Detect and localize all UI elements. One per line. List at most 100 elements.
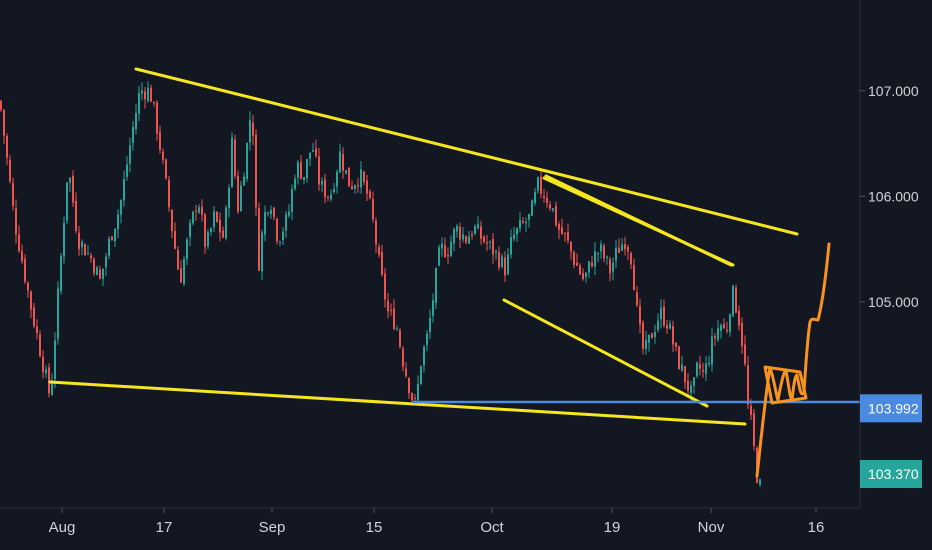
candle-body bbox=[99, 269, 101, 279]
trend-line[interactable] bbox=[48, 380, 747, 426]
candle bbox=[474, 224, 476, 236]
candle-body bbox=[744, 344, 746, 364]
candle bbox=[615, 240, 617, 268]
candle-body bbox=[249, 120, 251, 143]
candle-body bbox=[714, 336, 716, 339]
candle-body bbox=[606, 256, 608, 258]
candle bbox=[420, 365, 422, 386]
candle-body bbox=[411, 393, 413, 401]
candle bbox=[273, 206, 275, 221]
candle bbox=[600, 240, 602, 259]
candle bbox=[117, 209, 119, 238]
candle-body bbox=[81, 241, 83, 248]
candle bbox=[654, 324, 656, 344]
candle-body bbox=[378, 246, 380, 255]
candle bbox=[141, 82, 143, 101]
candle-body bbox=[327, 196, 329, 198]
candle-body bbox=[408, 378, 410, 394]
candle bbox=[663, 299, 665, 328]
candle bbox=[150, 84, 152, 102]
candle bbox=[78, 226, 80, 256]
candle-body bbox=[729, 314, 731, 332]
candle bbox=[501, 253, 503, 269]
candle-body bbox=[87, 252, 89, 254]
candle-body bbox=[183, 258, 185, 284]
candle bbox=[738, 305, 740, 331]
candle-body bbox=[519, 219, 521, 229]
candle bbox=[249, 111, 251, 151]
candle bbox=[528, 213, 530, 228]
candle-body bbox=[750, 405, 752, 415]
candle bbox=[408, 377, 410, 399]
candle-body bbox=[138, 93, 140, 114]
candle-body bbox=[507, 254, 509, 275]
candle bbox=[132, 120, 134, 151]
candle bbox=[123, 170, 125, 207]
candle-body bbox=[72, 175, 74, 203]
projection-box[interactable] bbox=[763, 365, 808, 405]
candle-body bbox=[21, 250, 23, 262]
candle bbox=[6, 133, 8, 166]
candle-body bbox=[612, 262, 614, 272]
candle-body bbox=[717, 328, 719, 340]
candle-body bbox=[738, 310, 740, 326]
candle-body bbox=[663, 306, 665, 326]
candle bbox=[486, 234, 488, 251]
candle bbox=[636, 286, 638, 308]
trend-line[interactable] bbox=[134, 67, 548, 173]
candle-body bbox=[480, 226, 482, 239]
candle-body bbox=[51, 380, 53, 395]
candle-body bbox=[540, 176, 542, 194]
candle-body bbox=[726, 329, 728, 331]
time-axis[interactable]: Aug 17 Sep 15 Oct 19 Nov 16 bbox=[49, 508, 825, 536]
candle bbox=[45, 365, 47, 378]
candle bbox=[660, 299, 662, 329]
candle-body bbox=[402, 348, 404, 367]
candle-body bbox=[690, 385, 692, 393]
candle-body bbox=[90, 255, 92, 259]
candle bbox=[645, 331, 647, 355]
trend-line[interactable] bbox=[544, 169, 799, 236]
candle bbox=[0, 99, 2, 113]
candle-body bbox=[3, 109, 5, 136]
trend-line[interactable] bbox=[542, 176, 735, 267]
candle-body bbox=[207, 232, 209, 247]
candle-body bbox=[96, 267, 98, 276]
candle bbox=[144, 86, 146, 109]
candle bbox=[195, 204, 197, 221]
candle-body bbox=[474, 226, 476, 234]
price-axis[interactable]: 107.000 106.000 105.000 bbox=[860, 83, 919, 310]
price-badge-bg bbox=[860, 459, 922, 488]
candle-body bbox=[693, 377, 695, 386]
candle-body bbox=[585, 272, 587, 277]
projection-path[interactable] bbox=[755, 242, 831, 478]
x-tick-label: 17 bbox=[156, 519, 173, 536]
candle-body bbox=[375, 220, 377, 245]
candle-body bbox=[6, 136, 8, 158]
candle-body bbox=[741, 323, 743, 347]
candle-body bbox=[705, 363, 707, 374]
trend-line[interactable] bbox=[502, 298, 709, 408]
candle-body bbox=[384, 273, 386, 300]
candle-body bbox=[306, 159, 308, 179]
candle-body bbox=[435, 268, 437, 303]
candle-body bbox=[108, 238, 110, 256]
candle bbox=[396, 325, 398, 331]
candle-body bbox=[192, 211, 194, 224]
candle-body bbox=[294, 178, 296, 189]
candle bbox=[435, 267, 437, 310]
candle-body bbox=[609, 259, 611, 274]
candle bbox=[276, 217, 278, 245]
candle-body bbox=[114, 228, 116, 242]
candle bbox=[246, 142, 248, 182]
candle-body bbox=[501, 256, 503, 268]
candle bbox=[189, 219, 191, 247]
candle bbox=[69, 176, 71, 193]
candle bbox=[621, 238, 623, 252]
price-badge-label: 103.992 bbox=[868, 400, 919, 416]
candle bbox=[99, 265, 101, 280]
candle-body bbox=[135, 113, 137, 130]
candle-body bbox=[156, 102, 158, 134]
candle-body bbox=[678, 346, 680, 370]
x-tick-label: Nov bbox=[698, 519, 725, 536]
